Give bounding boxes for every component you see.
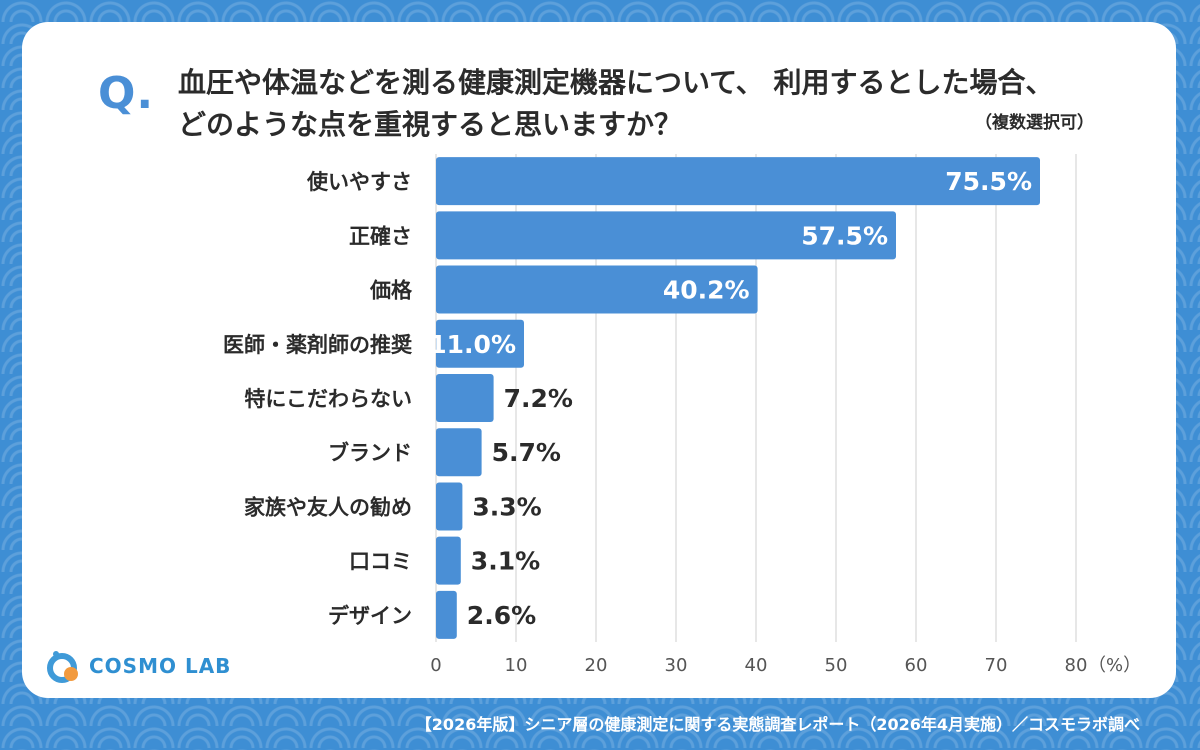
content-card: [22, 22, 1176, 698]
bar: [436, 428, 482, 477]
value-label: 5.7%: [492, 438, 561, 467]
category-label: 正確さ: [349, 224, 412, 248]
category-label: 家族や友人の勧め: [244, 495, 412, 519]
x-axis-unit: （%）: [1088, 655, 1141, 676]
bar: [436, 374, 494, 422]
multiple-choice-note: （複数選択可）: [975, 113, 1094, 133]
x-tick-label: 0: [430, 655, 441, 676]
x-tick-label: 20: [585, 655, 608, 676]
value-label: 57.5%: [801, 221, 888, 250]
category-label: 医師・薬剤師の推奨: [223, 333, 413, 357]
category-label: デザイン: [328, 604, 412, 628]
logo-mark-icon: [47, 651, 78, 683]
cosmo-lab-logo: COSMO LAB: [45, 646, 231, 686]
x-tick-label: 30: [665, 655, 688, 676]
bar: [436, 211, 896, 260]
value-label: 40.2%: [663, 276, 750, 305]
value-label: 3.3%: [472, 492, 541, 521]
question-title: 血圧や体温などを測る健康測定機器について、 利用するとした場合、 どのような点を…: [178, 62, 1168, 146]
question-mark: Q.: [98, 68, 155, 119]
x-tick-label: 80: [1065, 655, 1088, 676]
category-label: 特にこだわらない: [244, 387, 412, 411]
bar: [436, 536, 461, 585]
x-tick-label: 50: [825, 655, 848, 676]
value-label: 3.1%: [471, 547, 540, 576]
footer-source: 【2026年版】シニア層の健康測定に関する実態調査レポート（2026年4月実施）…: [415, 715, 1140, 734]
value-label: 7.2%: [504, 384, 573, 413]
bar: [436, 319, 524, 368]
bar: [436, 482, 463, 531]
x-tick-label: 70: [985, 655, 1008, 676]
category-label: 使いやすさ: [306, 170, 412, 194]
category-label: ブランド: [328, 441, 412, 465]
category-label: 価格: [369, 279, 413, 303]
bar: [436, 157, 1040, 206]
x-tick-label: 60: [905, 655, 928, 676]
value-label: 75.5%: [945, 167, 1032, 196]
bar: [436, 590, 457, 639]
x-tick-label: 10: [505, 655, 528, 676]
logo-text: COSMO LAB: [89, 654, 232, 678]
value-label: 2.6%: [467, 601, 536, 630]
value-label: 11.0%: [429, 330, 516, 359]
category-label: 口コミ: [349, 550, 412, 574]
question-title-line-1: 血圧や体温などを測る健康測定機器について、 利用するとした場合、: [178, 66, 1054, 99]
bar: [436, 265, 758, 314]
x-tick-label: 40: [745, 655, 768, 676]
question-title-line-2: どのような点を重視すると思いますか？: [178, 108, 683, 141]
